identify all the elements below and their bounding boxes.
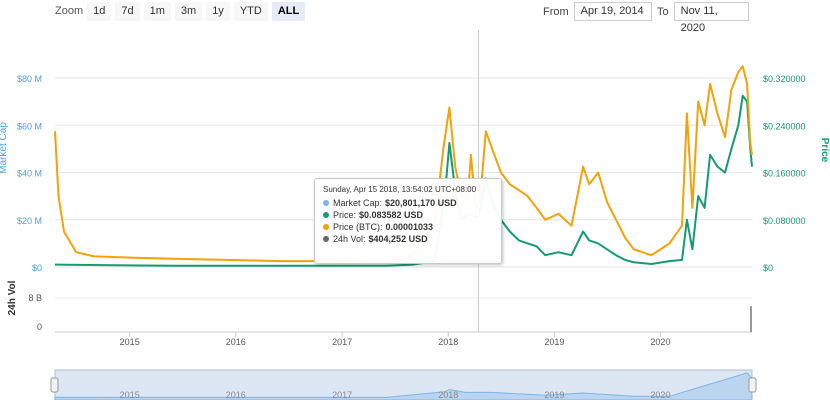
zoom-bar: Zoom 1d 7d 1m 3m 1y YTD ALL [0,0,309,22]
tooltip-row-market-cap: Market Cap: $20,801,170 USD [323,197,493,209]
navigator-label: 2015 [120,390,140,400]
right-tick-label: $0.080000 [763,216,806,226]
zoom-7d-button[interactable]: 7d [115,1,140,21]
left-tick-label: $20 M [17,216,42,226]
right-tick-label: $0.240000 [763,121,806,131]
zoom-1d-button[interactable]: 1d [87,1,112,21]
from-date-input[interactable]: Apr 19, 2014 [573,2,652,21]
x-tick-label: 2018 [438,337,458,347]
navigator-handle-right[interactable] [748,377,757,393]
volume-bar [750,306,752,332]
volume-axis-title: 24h Vol [7,280,18,315]
right-tick-label: $0 [763,263,773,273]
left-tick-label: $0 [32,263,42,273]
zoom-1y-button[interactable]: 1y [206,1,230,21]
navigator-label: 2016 [226,390,246,400]
x-tick-label: 2015 [120,337,140,347]
series-line-price [54,94,753,267]
tooltip-header: Sunday, Apr 15 2018, 13:54:02 UTC+08:00 [323,185,477,194]
x-tick-label: 2016 [226,337,246,347]
navigator-label: 2018 [438,390,458,400]
tooltip-row-price: Price: $0.083582 USD [323,209,493,221]
volume-tick-label: 0 [37,322,42,332]
navigator[interactable]: 2015 2016 2017 2018 2019 2020 [50,369,757,400]
price-dot-icon [323,212,329,218]
zoom-all-button[interactable]: ALL [271,1,306,21]
tooltip-row-price-btc: Price (BTC): 0.00001033 [323,221,493,233]
zoom-ytd-button[interactable]: YTD [233,1,268,21]
zoom-3m-button[interactable]: 3m [174,1,203,21]
navigator-label: 2017 [332,390,352,400]
navigator-label: 2019 [544,390,564,400]
left-axis-title: Market Cap [0,122,9,174]
right-tick-label: $0.320000 [763,74,806,84]
right-axis-title: Price [819,138,830,163]
range-from: From Apr 19, 2014 [543,2,652,21]
market-cap-dot-icon [323,200,329,206]
zoom-label: Zoom [55,5,84,17]
range-to: To Nov 11, 2020 [657,2,749,34]
tooltip-row-volume: 24h Vol: $404,252 USD [323,233,493,245]
navigator-mask [54,369,753,400]
to-date-input[interactable]: Nov 11, 2020 [673,2,749,34]
x-tick-label: 2017 [332,337,352,347]
right-tick-label: $0.160000 [763,169,806,179]
volume-dot-icon [323,236,329,242]
volume-tick-label: 8 B [28,293,42,303]
zoom-1m-button[interactable]: 1m [143,1,171,21]
x-tick-label: 2019 [544,337,564,347]
left-tick-label: $60 M [17,121,42,131]
to-label: To [657,5,669,18]
navigator-label: 2020 [650,390,670,400]
from-label: From [543,5,569,18]
price-btc-dot-icon [323,224,329,230]
x-tick-label: 2020 [650,337,670,347]
left-tick-label: $40 M [17,169,42,179]
tooltip: Sunday, Apr 15 2018, 13:54:02 UTC+08:00 … [314,178,502,264]
left-tick-label: $80 M [17,74,42,84]
navigator-handle-left[interactable] [50,377,59,393]
